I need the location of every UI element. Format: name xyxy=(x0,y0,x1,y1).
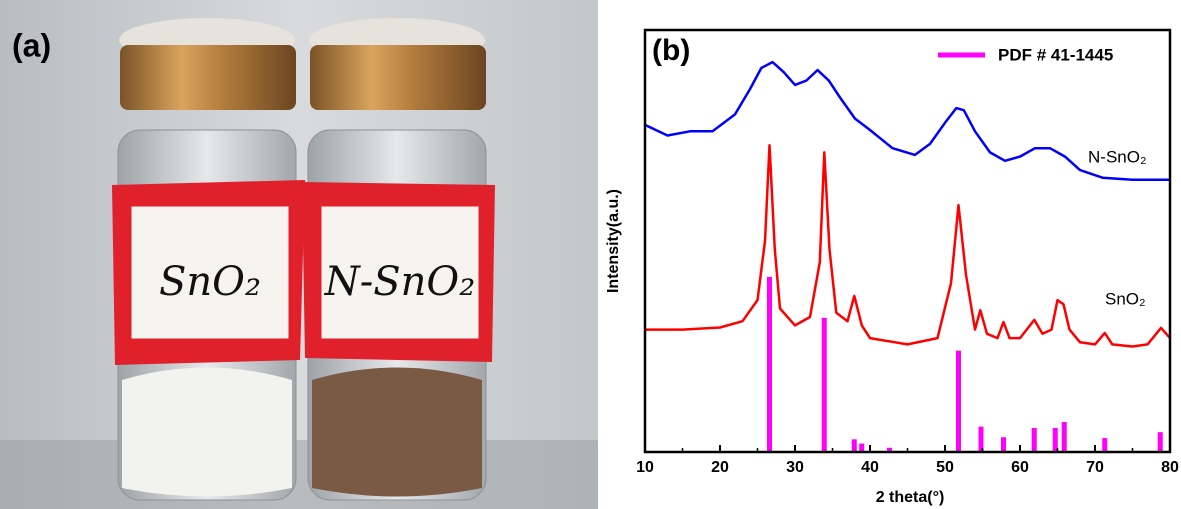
x-tick-label: 70 xyxy=(1086,459,1104,476)
vial-label: SnO₂ xyxy=(159,259,261,305)
reference-bar xyxy=(956,350,961,452)
chart-title: (b) xyxy=(652,34,690,67)
x-tick-label: 60 xyxy=(1011,459,1029,476)
reference-bar xyxy=(859,443,865,452)
y-axis-label: Intensity(a.u.) xyxy=(605,189,622,293)
reference-bar xyxy=(1102,438,1108,452)
x-tick-label: 80 xyxy=(1161,459,1179,476)
reference-bar xyxy=(1031,427,1037,452)
x-tick-label: 50 xyxy=(936,459,954,476)
vial-label: N-SnO₂ xyxy=(324,259,476,305)
photo: (a) SnO₂ N-SnO₂ xyxy=(0,0,598,509)
data-line xyxy=(644,60,1170,182)
x-tick-label: 30 xyxy=(786,459,804,476)
legend-label: PDF # 41-1445 xyxy=(998,45,1113,64)
x-tick-label: 10 xyxy=(636,459,654,476)
reference-bar xyxy=(1061,422,1067,452)
x-tick-label: 40 xyxy=(861,459,879,476)
series-label: SnO₂ xyxy=(1105,289,1146,308)
x-axis-label: 2 theta(°) xyxy=(876,489,945,506)
reference-bar xyxy=(978,426,984,452)
reference-bar xyxy=(1052,427,1058,452)
reference-bar xyxy=(851,439,857,452)
vial xyxy=(302,18,495,501)
reference-bar xyxy=(821,317,827,452)
x-tick-label: 20 xyxy=(711,459,729,476)
reference-bar xyxy=(1157,432,1163,452)
series-label: N-SnO₂ xyxy=(1088,147,1147,166)
plot-frame xyxy=(643,28,1172,454)
reference-bar xyxy=(1001,437,1006,452)
reference-bar xyxy=(887,447,892,452)
panel-label: (a) xyxy=(12,27,51,63)
vial xyxy=(112,18,305,501)
reference-bar xyxy=(767,276,772,452)
data-line xyxy=(645,143,1171,348)
